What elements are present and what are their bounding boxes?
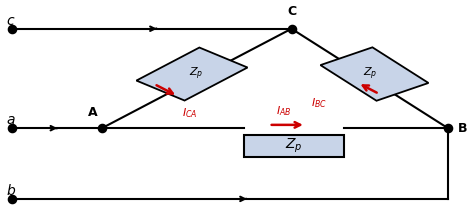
Text: $Z_p$: $Z_p$ xyxy=(363,66,377,82)
Text: A: A xyxy=(88,106,97,119)
Text: $Z_p$: $Z_p$ xyxy=(285,137,303,155)
Polygon shape xyxy=(320,47,428,101)
Text: c: c xyxy=(6,14,14,28)
Text: $I_{CA}$: $I_{CA}$ xyxy=(182,106,197,120)
Text: $Z_p$: $Z_p$ xyxy=(190,66,204,82)
Point xyxy=(98,126,106,130)
Point xyxy=(288,27,295,30)
Text: $I_{BC}$: $I_{BC}$ xyxy=(311,96,328,110)
Point xyxy=(8,27,16,30)
Polygon shape xyxy=(137,48,247,101)
Text: a: a xyxy=(6,113,15,127)
Text: C: C xyxy=(287,5,296,18)
Point xyxy=(8,126,16,130)
Text: $I_{AB}$: $I_{AB}$ xyxy=(276,104,291,118)
Point xyxy=(8,197,16,201)
Text: b: b xyxy=(6,184,15,198)
Bar xyxy=(244,135,344,157)
Text: B: B xyxy=(457,122,467,135)
Point xyxy=(444,126,452,130)
